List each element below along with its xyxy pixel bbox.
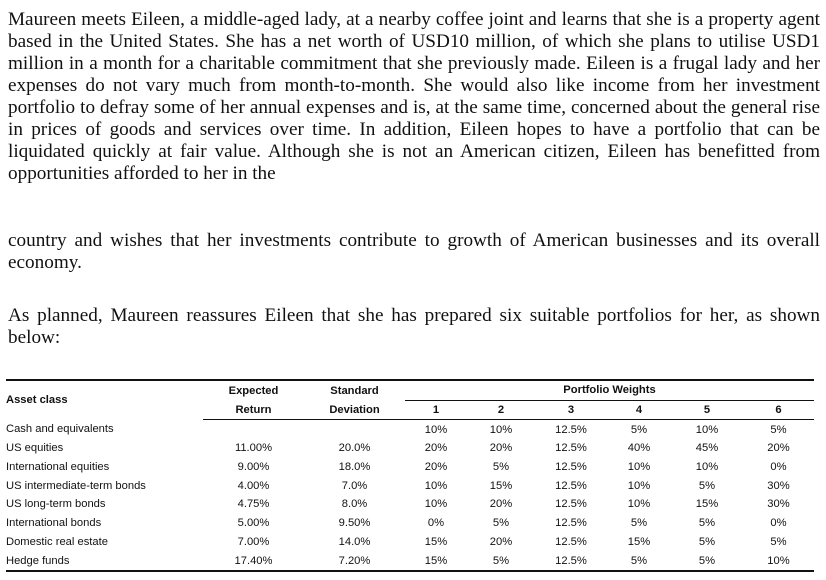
portfolio-3-weight-cell: 12.5%	[555, 517, 587, 530]
portfolio-3-weight-cell: 12.5%	[555, 479, 587, 492]
portfolio-1-weight-cell: 20%	[424, 442, 448, 455]
std-deviation-cell: 9.50%	[338, 517, 371, 530]
asset-class-cell: International bonds	[6, 517, 102, 530]
portfolio-1-weight-cell: 20%	[424, 461, 448, 474]
portfolio-number-6: 6	[743, 400, 814, 421]
table-row: Domestic real estate 7.00% 14.0% 15% 20% 12.5…	[6, 533, 814, 552]
expected-return-cell: 4.75%	[237, 498, 270, 511]
table-header-row-2: Return Deviation 1 2 3 4 5 6	[6, 400, 814, 421]
portfolio-2-weight-cell: 5%	[492, 517, 510, 530]
intro-paragraph: Maureen meets Eileen, a middle-aged lady…	[8, 9, 820, 184]
expected-return-cell: 7.00%	[237, 535, 270, 548]
std-deviation-header-line1: Standard	[304, 378, 405, 401]
table-row: US equities 11.00% 20.0% 20% 20% 12.5% 40% 45% 2…	[6, 439, 814, 458]
portfolio-5-weight-cell: 10%	[695, 461, 719, 474]
portfolio-6-weight-cell: 5%	[770, 535, 787, 548]
portfolio-2-weight-cell: 10%	[489, 423, 513, 436]
portfolio-3-weight-cell: 12.5%	[555, 498, 587, 511]
portfolio-1-weight-cell: 10%	[424, 498, 448, 511]
expected-return-cell: 17.40%	[203, 551, 304, 572]
portfolio-6-weight-cell: 5%	[770, 423, 787, 436]
expected-return-header-line2: Return	[203, 400, 304, 421]
portfolio-5-weight-cell: 5%	[698, 535, 716, 548]
portfolio-4-weight-cell: 10%	[627, 461, 651, 474]
portfolio-5-weight-cell: 5%	[698, 517, 716, 530]
expected-return-header-line1: Expected	[203, 378, 304, 401]
portfolio-1-weight-cell: 10%	[424, 423, 448, 436]
portfolio-number-3: 3	[535, 400, 607, 421]
table-row: Hedge funds 17.40% 7.20% 15% 5% 12.5% 5% 5% 10%	[6, 551, 814, 572]
asset-class-cell: International equities	[6, 461, 110, 474]
asset-class-header: Asset class	[6, 379, 203, 420]
portfolio-2-weight-cell: 15%	[489, 479, 513, 492]
portfolio-1-weight-cell: 10%	[424, 479, 448, 492]
portfolio-number-2: 2	[467, 400, 535, 421]
std-deviation-cell	[304, 420, 405, 439]
portfolio-6-weight-cell: 10%	[743, 551, 814, 572]
portfolio-5-weight-cell: 5%	[698, 479, 716, 492]
portfolio-4-weight-cell: 5%	[607, 551, 671, 572]
std-deviation-header-line2: Deviation	[304, 400, 405, 421]
std-deviation-cell: 7.20%	[304, 551, 405, 572]
portfolio-6-weight-cell: 0%	[770, 517, 787, 530]
table-row: International bonds 5.00% 9.50% 0% 5% 12.5% 5%…	[6, 514, 814, 533]
std-deviation-cell: 8.0%	[341, 498, 368, 511]
asset-class-cell: Hedge funds	[6, 551, 203, 572]
std-deviation-cell: 20.0%	[338, 442, 371, 455]
portfolio-1-weight-cell: 15%	[424, 535, 448, 548]
portfolio-5-weight-cell: 5%	[671, 551, 743, 572]
portfolio-number-4: 4	[607, 400, 671, 421]
portfolio-4-weight-cell: 5%	[630, 423, 648, 436]
portfolio-3-weight-cell: 12.5%	[535, 551, 607, 572]
portfolio-3-weight-cell: 12.5%	[555, 535, 587, 548]
expected-return-cell	[203, 420, 304, 439]
expected-return-cell: 9.00%	[237, 461, 270, 474]
asset-class-cell: US long-term bonds	[6, 498, 106, 511]
portfolio-4-weight-cell: 15%	[627, 535, 651, 548]
portfolio-number-5: 5	[671, 400, 743, 421]
portfolio-2-weight-cell: 20%	[489, 498, 513, 511]
portfolio-2-weight-cell: 20%	[489, 442, 513, 455]
portfolio-6-weight-cell: 30%	[767, 498, 790, 511]
portfolio-6-weight-cell: 30%	[767, 479, 790, 492]
portfolio-3-weight-cell: 12.5%	[555, 461, 587, 474]
expected-return-cell: 5.00%	[237, 517, 270, 530]
portfolio-5-weight-cell: 15%	[695, 498, 719, 511]
asset-class-cell: Domestic real estate	[6, 535, 108, 548]
std-deviation-cell: 14.0%	[338, 535, 371, 548]
table-row: International equities 9.00% 18.0% 20% 5% 12.…	[6, 458, 814, 477]
asset-class-cell: US equities	[6, 442, 64, 455]
std-deviation-cell: 7.0%	[341, 479, 368, 492]
portfolios-intro-paragraph: As planned, Maureen reassures Eileen tha…	[8, 305, 820, 348]
portfolio-2-weight-cell: 5%	[492, 461, 510, 474]
portfolio-1-weight-cell: 0%	[427, 517, 445, 530]
portfolio-2-weight-cell: 5%	[467, 551, 535, 572]
portfolio-5-weight-cell: 10%	[695, 423, 719, 436]
continuation-paragraph: country and wishes that her investments …	[8, 230, 820, 273]
portfolio-6-weight-cell: 0%	[770, 461, 787, 474]
portfolio-6-weight-cell: 20%	[767, 442, 790, 455]
table-header-row-1: Asset class Expected Standard Portfolio …	[6, 378, 814, 420]
table-row: Cash and equivalents 10% 10% 12.5% 5% 10% 5%	[6, 420, 814, 439]
portfolio-weights-header: Portfolio Weights	[405, 378, 814, 401]
portfolio-1-weight-cell: 15%	[405, 551, 467, 572]
std-deviation-cell: 18.0%	[338, 461, 371, 474]
asset-class-cell: Cash and equivalents	[6, 423, 114, 436]
portfolio-4-weight-cell: 40%	[627, 442, 651, 455]
portfolio-4-weight-cell: 10%	[627, 479, 651, 492]
table-row: US long-term bonds 4.75% 8.0% 10% 20% 12.5% 10…	[6, 495, 814, 514]
portfolio-number-1: 1	[405, 400, 467, 421]
expected-return-cell: 11.00%	[234, 442, 273, 455]
portfolio-5-weight-cell: 45%	[695, 442, 719, 455]
portfolio-3-weight-cell: 12.5%	[555, 442, 587, 455]
table-row: US intermediate-term bonds 4.00% 7.0% 10% 15…	[6, 476, 814, 495]
asset-class-cell: US intermediate-term bonds	[6, 479, 146, 492]
portfolio-table: Asset class Expected Standard Portfolio …	[6, 378, 814, 572]
portfolio-2-weight-cell: 20%	[489, 535, 513, 548]
portfolio-4-weight-cell: 10%	[627, 498, 651, 511]
portfolio-4-weight-cell: 5%	[630, 517, 648, 530]
expected-return-cell: 4.00%	[237, 479, 270, 492]
portfolio-3-weight-cell: 12.5%	[555, 423, 587, 436]
